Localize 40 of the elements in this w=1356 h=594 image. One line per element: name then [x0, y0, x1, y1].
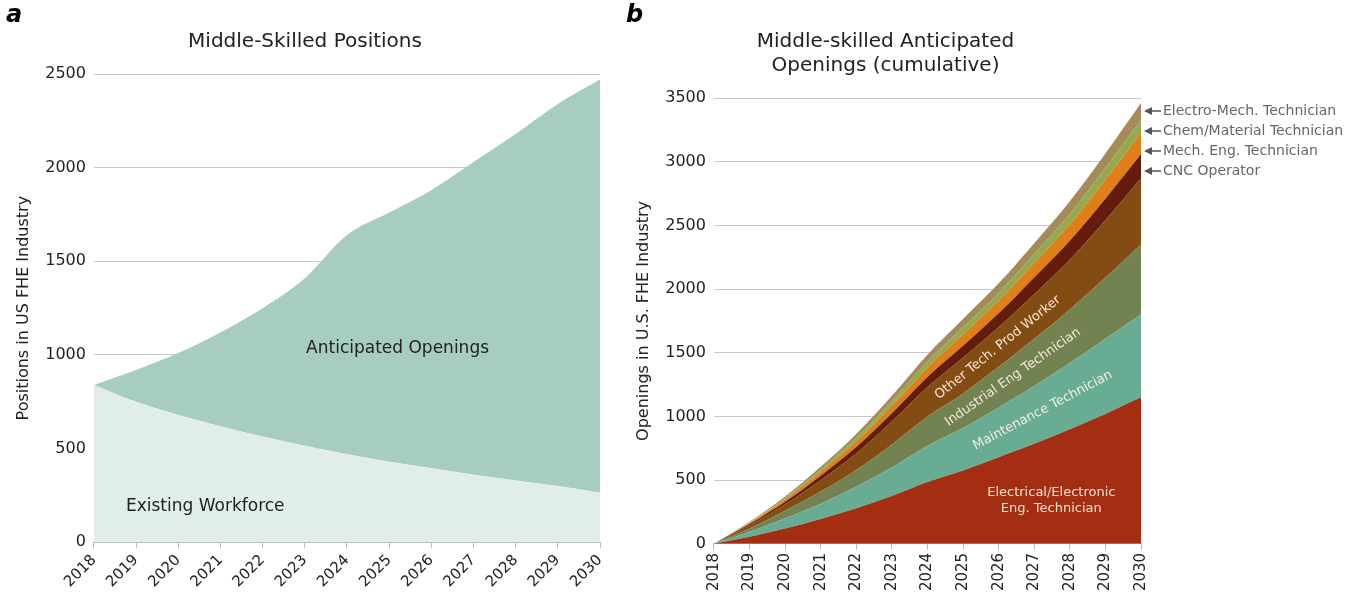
y-tick-label: 1000 [665, 405, 706, 425]
y-axis-title: Positions in US FHE Industry [12, 195, 32, 421]
x-tick-label: 2027 [1024, 552, 1043, 592]
x-tick-label: 2024 [917, 552, 936, 592]
y-tick-label: 2500 [665, 214, 706, 234]
x-tick-label: 2029 [1095, 552, 1114, 592]
y-tick-label: 500 [55, 437, 86, 457]
x-tick-label: 2020 [774, 552, 793, 592]
x-tick-label: 2028 [1059, 552, 1078, 592]
y-axis-title: Openings in U.S. FHE Industry [632, 200, 652, 441]
x-tick-label: 2023 [881, 552, 900, 592]
series-label: Electro-Mech. Technician [1163, 102, 1337, 119]
y-tick-label: 2000 [665, 278, 706, 298]
series-label: CNC Operator [1163, 162, 1261, 179]
series-label: Chem/Material Technician [1163, 122, 1344, 139]
x-tick-label: 2021 [810, 552, 829, 592]
series-label: Electrical/Electronic Eng. Technician [987, 484, 1116, 516]
x-tick-label: 2025 [952, 552, 971, 592]
text: b [626, 0, 644, 29]
chart-title: Middle-Skilled Positions [188, 28, 422, 53]
series-label: Existing Workforce [125, 494, 285, 515]
x-tick-label: 2026 [988, 552, 1007, 592]
y-tick-label: 0 [75, 531, 86, 551]
text: a [6, 0, 23, 29]
y-tick-label: 3000 [665, 150, 706, 170]
x-tick-label: 2030 [1130, 552, 1149, 592]
series-label: Anticipated Openings [306, 336, 490, 357]
y-tick-label: 500 [675, 469, 706, 489]
y-tick-label: 1500 [45, 250, 86, 270]
y-tick-label: 3500 [665, 87, 706, 107]
series-label: Mech. Eng. Technician [1163, 142, 1318, 159]
x-tick-label: 2019 [739, 552, 758, 592]
x-tick-label: 2018 [703, 552, 722, 592]
y-tick-label: 2500 [45, 63, 86, 83]
chart-title: Middle-skilled Anticipated Openings (cumulative) [756, 28, 1015, 77]
y-tick-label: 0 [695, 532, 706, 552]
x-tick-label: 2022 [846, 552, 865, 592]
y-tick-label: 2000 [45, 156, 86, 176]
y-tick-label: 1500 [665, 341, 706, 361]
y-tick-label: 1000 [45, 344, 86, 364]
